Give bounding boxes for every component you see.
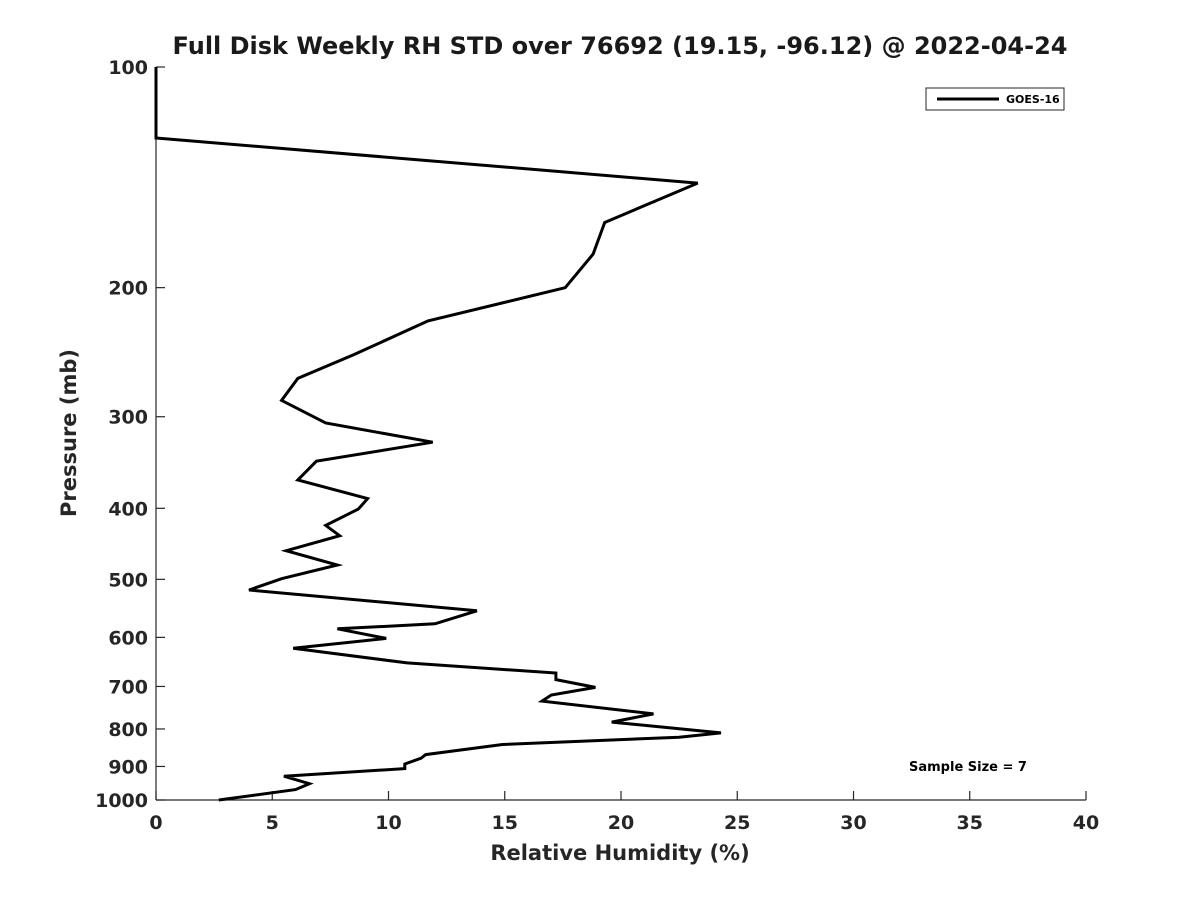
y-tick-label: 100 xyxy=(108,57,148,79)
y-tick-label: 500 xyxy=(108,569,148,591)
y-tick-label: 400 xyxy=(108,498,148,520)
x-axis: 0 5 10 15 20 25 30 35 40 xyxy=(149,791,1099,834)
y-tick-label: 800 xyxy=(108,719,148,741)
y-tick-label: 1000 xyxy=(95,790,148,812)
y-axis-label: Pressure (mb) xyxy=(57,349,81,517)
x-axis-label: Relative Humidity (%) xyxy=(490,841,749,865)
x-tick-label: 25 xyxy=(724,812,750,834)
y-tick-label: 200 xyxy=(108,278,148,300)
series-line xyxy=(154,67,722,802)
y-axis: 100 200 300 400 500 600 700 800 900 1000 xyxy=(95,57,165,812)
legend-entry-label: GOES-16 xyxy=(1006,93,1060,106)
y-tick-label: 900 xyxy=(108,756,148,778)
x-tick-label: 40 xyxy=(1073,812,1099,834)
x-tick-label: 30 xyxy=(840,812,866,834)
x-tick-label: 5 xyxy=(266,812,279,834)
legend: GOES-16 xyxy=(925,87,1065,111)
x-tick-label: 35 xyxy=(957,812,983,834)
sample-size-annotation: Sample Size = 7 xyxy=(909,760,1027,775)
x-tick-label: 10 xyxy=(375,812,401,834)
y-tick-label: 600 xyxy=(108,627,148,649)
y-tick-label: 700 xyxy=(108,676,148,698)
x-tick-label: 0 xyxy=(149,812,162,834)
x-tick-label: 15 xyxy=(492,812,518,834)
plot-area xyxy=(154,67,722,802)
y-tick-label: 300 xyxy=(108,407,148,429)
chart-title: Full Disk Weekly RH STD over 76692 (19.1… xyxy=(173,32,1068,60)
x-tick-label: 20 xyxy=(608,812,634,834)
